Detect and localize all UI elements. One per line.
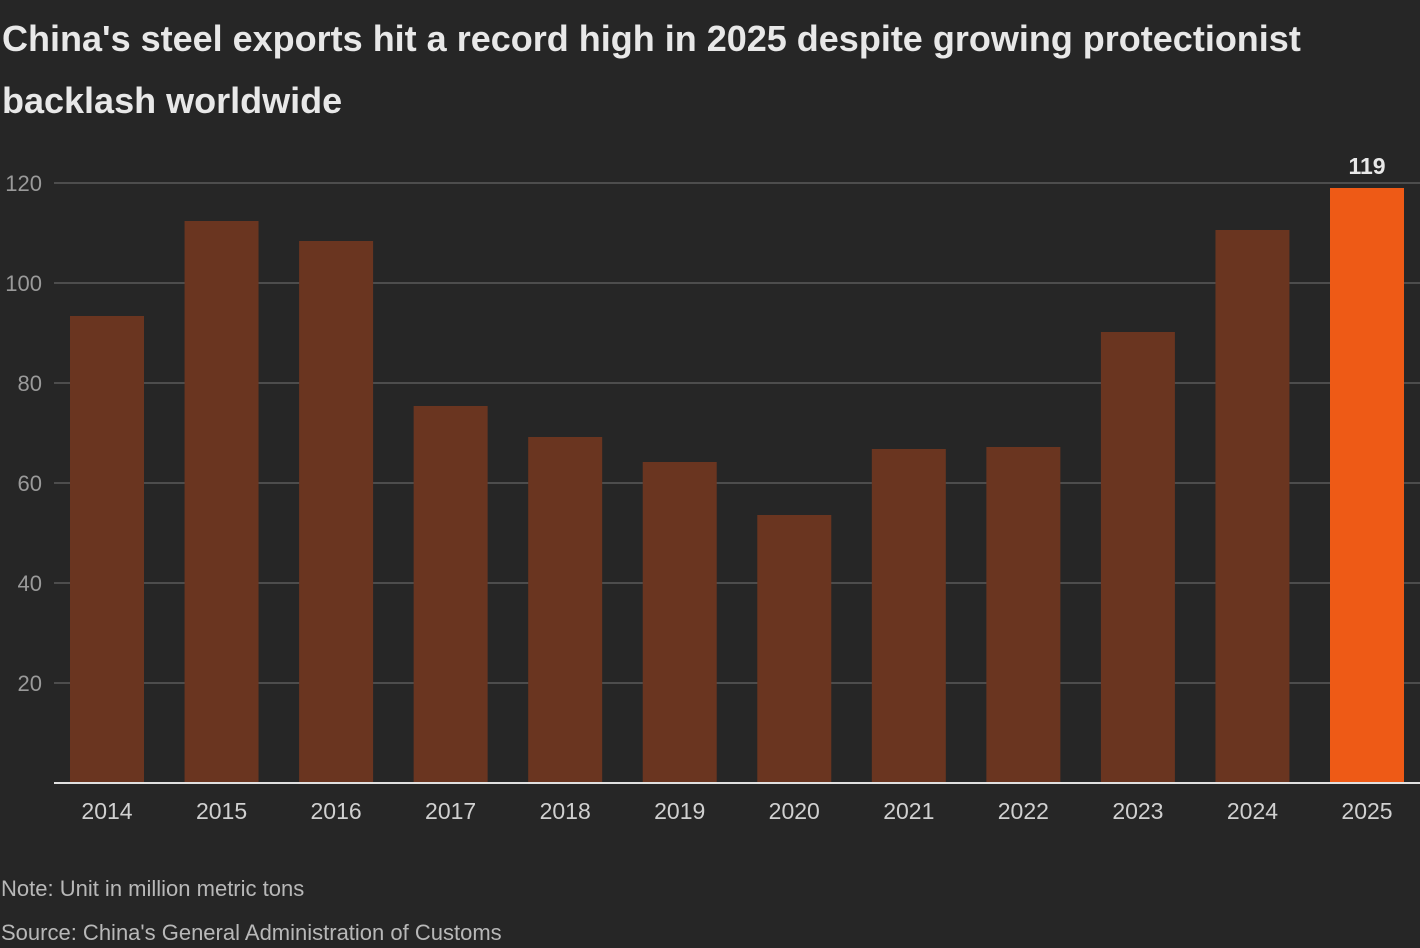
x-tick-label: 2018 bbox=[540, 798, 591, 824]
bar-2017 bbox=[413, 406, 488, 783]
x-tick-label: 2020 bbox=[769, 798, 820, 824]
y-tick-label: 20 bbox=[18, 671, 42, 696]
data-label: 119 bbox=[1348, 153, 1385, 179]
x-tick-label: 2022 bbox=[998, 798, 1049, 824]
bar-2014 bbox=[70, 316, 144, 783]
y-tick-label: 60 bbox=[18, 471, 42, 496]
x-tick-label: 2015 bbox=[196, 798, 247, 824]
chart-note: Note: Unit in million metric tons bbox=[1, 876, 305, 901]
x-tick-label: 2023 bbox=[1112, 798, 1163, 824]
y-tick-label: 80 bbox=[18, 371, 42, 396]
bar-2024 bbox=[1215, 230, 1290, 783]
x-tick-label: 2024 bbox=[1227, 798, 1278, 824]
bar-2018 bbox=[528, 437, 603, 783]
bar-2016 bbox=[299, 241, 374, 783]
x-tick-label: 2017 bbox=[425, 798, 476, 824]
bar-chart: 20 40 60 80 100 120 2014 2015 2016 2017 2018 2019 20… bbox=[5, 153, 1420, 824]
bar-2025 bbox=[1330, 188, 1404, 783]
chart-title: China's steel exports hit a record high … bbox=[2, 18, 1301, 121]
bar-2022 bbox=[986, 447, 1061, 783]
x-tick-label: 2025 bbox=[1341, 798, 1392, 824]
x-tick-label: 2019 bbox=[654, 798, 705, 824]
bar-2021 bbox=[871, 449, 946, 783]
bar-2015 bbox=[184, 221, 259, 783]
bar-2019 bbox=[642, 462, 717, 783]
y-tick-label: 120 bbox=[5, 171, 42, 196]
x-tick-label: 2021 bbox=[883, 798, 934, 824]
y-tick-label: 100 bbox=[5, 271, 42, 296]
y-tick-label: 40 bbox=[18, 571, 42, 596]
chart-source: Source: China's General Administration o… bbox=[1, 920, 502, 945]
x-tick-label: 2016 bbox=[311, 798, 362, 824]
x-tick-label: 2014 bbox=[81, 798, 132, 824]
bar-2020 bbox=[757, 515, 832, 783]
bar-2023 bbox=[1100, 332, 1175, 783]
